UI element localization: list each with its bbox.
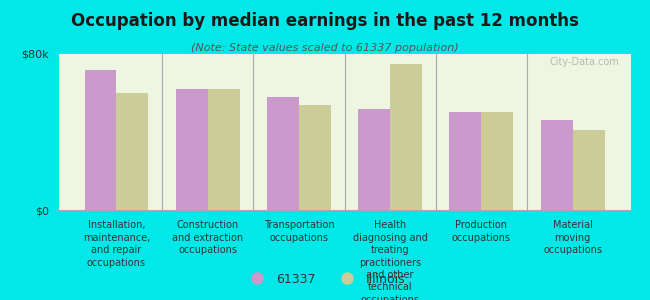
Bar [573,130,604,210]
Bar [267,97,299,210]
Bar [358,109,390,210]
Bar [299,105,331,210]
Bar [176,89,207,210]
Bar [449,112,482,210]
Legend: 61337, Illinois: 61337, Illinois [240,268,410,291]
Text: Occupation by median earnings in the past 12 months: Occupation by median earnings in the pas… [71,12,579,30]
Bar [207,89,240,210]
Text: (Note: State values scaled to 61337 population): (Note: State values scaled to 61337 popu… [191,43,459,53]
Bar [482,112,514,210]
Bar [116,93,148,210]
Bar [84,70,116,210]
Bar [390,64,422,210]
Text: City-Data.com: City-Data.com [549,57,619,67]
Bar [541,120,573,210]
